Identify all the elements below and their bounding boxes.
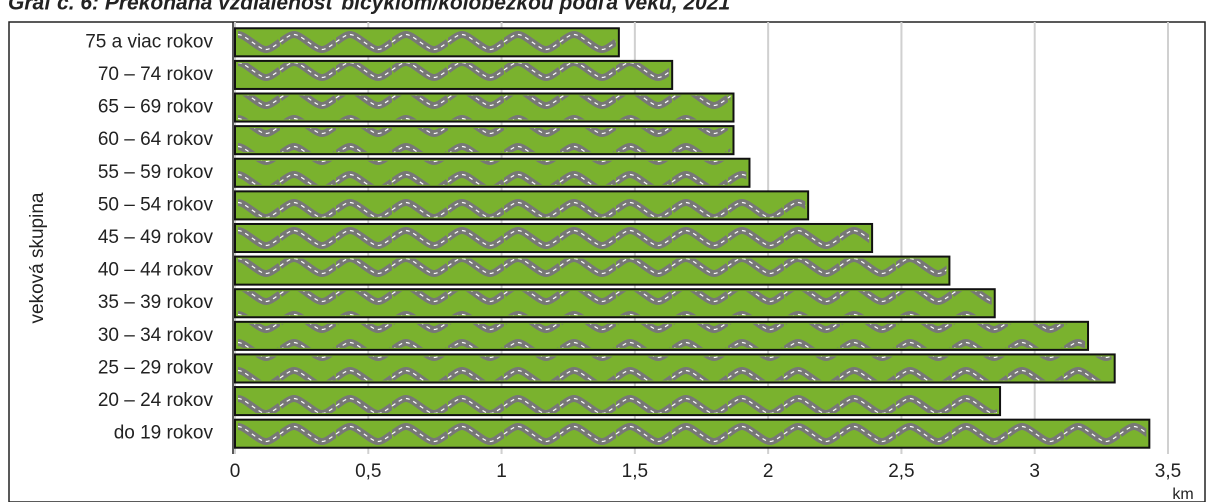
x-axis-label: km xyxy=(1172,486,1193,502)
x-tick-label: 3 xyxy=(1029,461,1040,482)
bar-texture xyxy=(238,128,731,153)
bar-texture xyxy=(238,160,747,185)
x-tick-label: 1 xyxy=(496,461,507,482)
y-axis-label: veková skupina xyxy=(27,192,48,323)
y-tick-label: 60 – 64 rokov xyxy=(98,129,214,150)
y-tick-label: do 19 rokov xyxy=(114,423,214,444)
y-tick-label: 20 – 24 rokov xyxy=(98,390,214,411)
bar-texture xyxy=(238,95,731,120)
bar-texture xyxy=(238,225,870,251)
y-tick-label: 55 – 59 rokov xyxy=(98,162,214,183)
y-tick-label: 30 – 34 rokov xyxy=(98,325,214,346)
x-tick-label: 3,5 xyxy=(1155,461,1181,482)
bar-texture xyxy=(238,389,998,414)
bar-texture xyxy=(238,258,947,283)
x-tick-label: 2 xyxy=(763,461,774,482)
x-tick-label: 2,5 xyxy=(888,461,914,482)
y-tick-label: 45 – 49 rokov xyxy=(98,227,214,248)
bar-texture xyxy=(238,323,1086,348)
y-tick-label: 75 a viac rokov xyxy=(85,31,213,52)
bar-texture xyxy=(238,30,616,55)
x-tick-label: 0,5 xyxy=(355,461,381,482)
y-tick-label: 50 – 54 rokov xyxy=(98,194,214,215)
chart-title: Graf č. 6: Prekonaná vzdialenosť bicyklo… xyxy=(8,0,730,15)
chart-frame xyxy=(8,21,1206,502)
x-tick-label: 1,5 xyxy=(622,461,648,482)
bar-texture xyxy=(238,356,1112,381)
bar-texture xyxy=(238,291,992,316)
y-tick-label: 70 – 74 rokov xyxy=(98,64,214,85)
bar-texture xyxy=(238,193,806,218)
y-tick-label: 25 – 29 rokov xyxy=(98,357,214,378)
bar-texture xyxy=(238,421,1147,446)
bar-texture xyxy=(238,62,670,87)
x-tick-label: 0 xyxy=(230,461,241,482)
y-tick-label: 35 – 39 rokov xyxy=(98,292,214,313)
y-tick-label: 40 – 44 rokov xyxy=(98,260,214,281)
y-tick-label: 65 – 69 rokov xyxy=(98,97,214,118)
